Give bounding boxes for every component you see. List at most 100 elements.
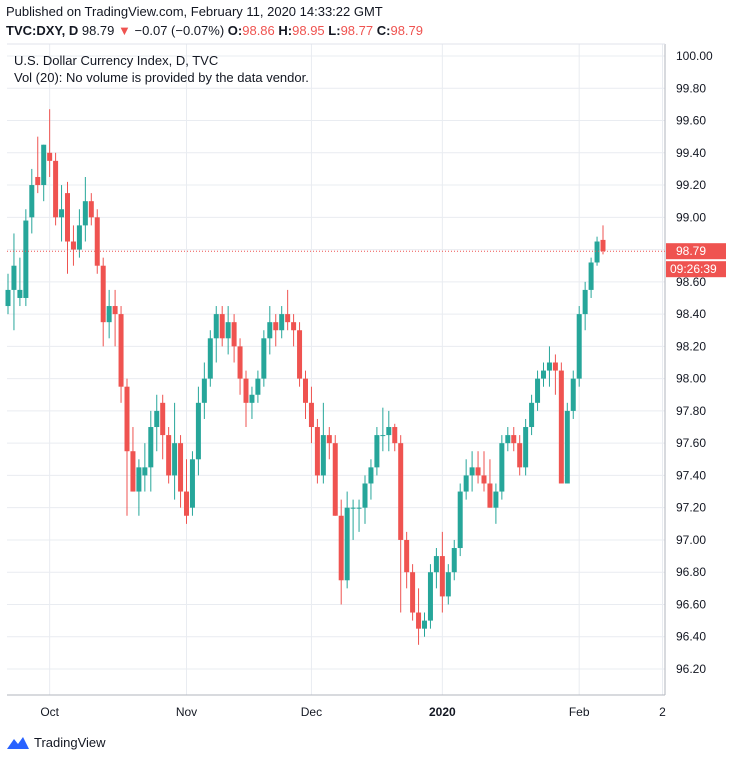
candle-body: [374, 435, 380, 468]
candle-body: [261, 338, 267, 379]
low-value: 98.77: [340, 23, 374, 38]
y-tick-label: 97.00: [676, 533, 706, 547]
published-line: Published on TradingView.com, February 1…: [6, 4, 383, 19]
candle-body: [142, 467, 148, 476]
candle-body: [195, 402, 201, 460]
candle-body: [439, 556, 445, 597]
candle-body: [213, 314, 219, 339]
candle-body: [65, 193, 70, 242]
candle-body: [475, 467, 481, 476]
y-tick-label: 98.40: [676, 307, 706, 321]
candle-body: [546, 362, 552, 371]
symbol[interactable]: TVC:DXY, D: [6, 23, 79, 38]
tradingview-logo-icon: [7, 736, 29, 749]
candle-body: [112, 306, 118, 315]
candle-body: [100, 265, 106, 323]
candle-body: [225, 322, 231, 339]
volume-legend: Vol (20): No volume is provided by the d…: [14, 70, 309, 85]
countdown-label: 09:26:39: [670, 262, 717, 276]
candle-body: [392, 427, 398, 444]
candle-body: [184, 491, 189, 516]
candle-body: [178, 443, 184, 492]
candle-body: [493, 491, 499, 508]
y-tick-label: 99.20: [676, 178, 706, 192]
candle-body: [362, 483, 368, 508]
candle-body: [332, 443, 338, 516]
candle-body: [148, 427, 154, 468]
open-value: 98.86: [242, 23, 275, 38]
candle-body: [88, 201, 94, 218]
candle-body: [398, 443, 404, 540]
candle-body: [166, 435, 172, 476]
candle-body: [189, 459, 195, 508]
candle-body: [463, 475, 469, 492]
change-arrow-icon: ▼: [118, 23, 131, 38]
candle-body: [249, 394, 255, 403]
y-tick-label: 97.20: [676, 501, 706, 515]
x-tick-label: 2: [659, 705, 666, 719]
y-tick-label: 99.60: [676, 114, 706, 128]
candle-body: [326, 435, 332, 444]
y-tick-label: 96.80: [676, 565, 706, 579]
candle-body: [552, 362, 558, 371]
candle-body: [76, 225, 82, 250]
candle-body: [356, 507, 362, 509]
candle-body: [70, 241, 76, 250]
x-tick-label: Dec: [301, 705, 322, 719]
candle-body: [243, 378, 249, 403]
high-value: 98.95: [292, 23, 325, 38]
candle-body: [523, 427, 529, 468]
candle-body: [29, 185, 35, 218]
candle-body: [59, 209, 65, 218]
candle-body: [160, 402, 166, 436]
candle-body: [5, 289, 11, 307]
candle-body: [576, 314, 582, 379]
last-price-label-bg: [666, 243, 726, 260]
candle-body: [291, 322, 297, 331]
y-tick-label: 99.40: [676, 146, 706, 160]
candle-body: [541, 370, 546, 379]
candle-body: [172, 443, 178, 476]
change: −0.07 (−0.07%): [134, 23, 225, 38]
y-tick-label: 98.20: [676, 339, 706, 353]
candle-body: [368, 467, 374, 484]
candle-body: [314, 427, 320, 476]
candle-body: [23, 220, 29, 298]
y-tick-label: 98.60: [676, 275, 706, 289]
tradingview-logo[interactable]: TradingView: [6, 735, 106, 750]
candle-body: [344, 507, 350, 581]
candle-body: [320, 435, 326, 476]
high-label: H:: [278, 23, 293, 38]
candle-body: [237, 346, 243, 379]
candle-body: [558, 370, 564, 484]
candle-body: [106, 306, 112, 323]
close-label: C:: [376, 23, 391, 38]
candle-body: [136, 467, 142, 492]
candle-body: [386, 427, 392, 436]
x-tick-label: Oct: [40, 705, 59, 719]
candle-body: [594, 241, 600, 263]
candle-body: [422, 620, 427, 629]
y-tick-label: 97.40: [676, 468, 706, 482]
low-label: L:: [328, 23, 341, 38]
candles: [5, 109, 606, 645]
candle-body: [451, 548, 457, 573]
candle-body: [499, 443, 505, 492]
brand-name: TradingView: [34, 735, 106, 750]
candle-body: [404, 539, 410, 573]
candle-body: [600, 239, 606, 252]
open-label: O:: [227, 23, 243, 38]
candle-body: [267, 322, 273, 339]
y-tick-label: 98.00: [676, 372, 706, 386]
candle-body: [564, 410, 570, 484]
y-tick-label: 96.20: [676, 662, 706, 676]
candle-body: [255, 378, 261, 395]
candle-body: [94, 217, 100, 266]
candle-body: [427, 572, 433, 621]
candle-body: [308, 402, 314, 428]
candle-body: [201, 378, 207, 403]
y-tick-label: 99.00: [676, 210, 706, 224]
close-value: 98.79: [390, 23, 424, 38]
countdown-label-bg: [666, 261, 726, 278]
